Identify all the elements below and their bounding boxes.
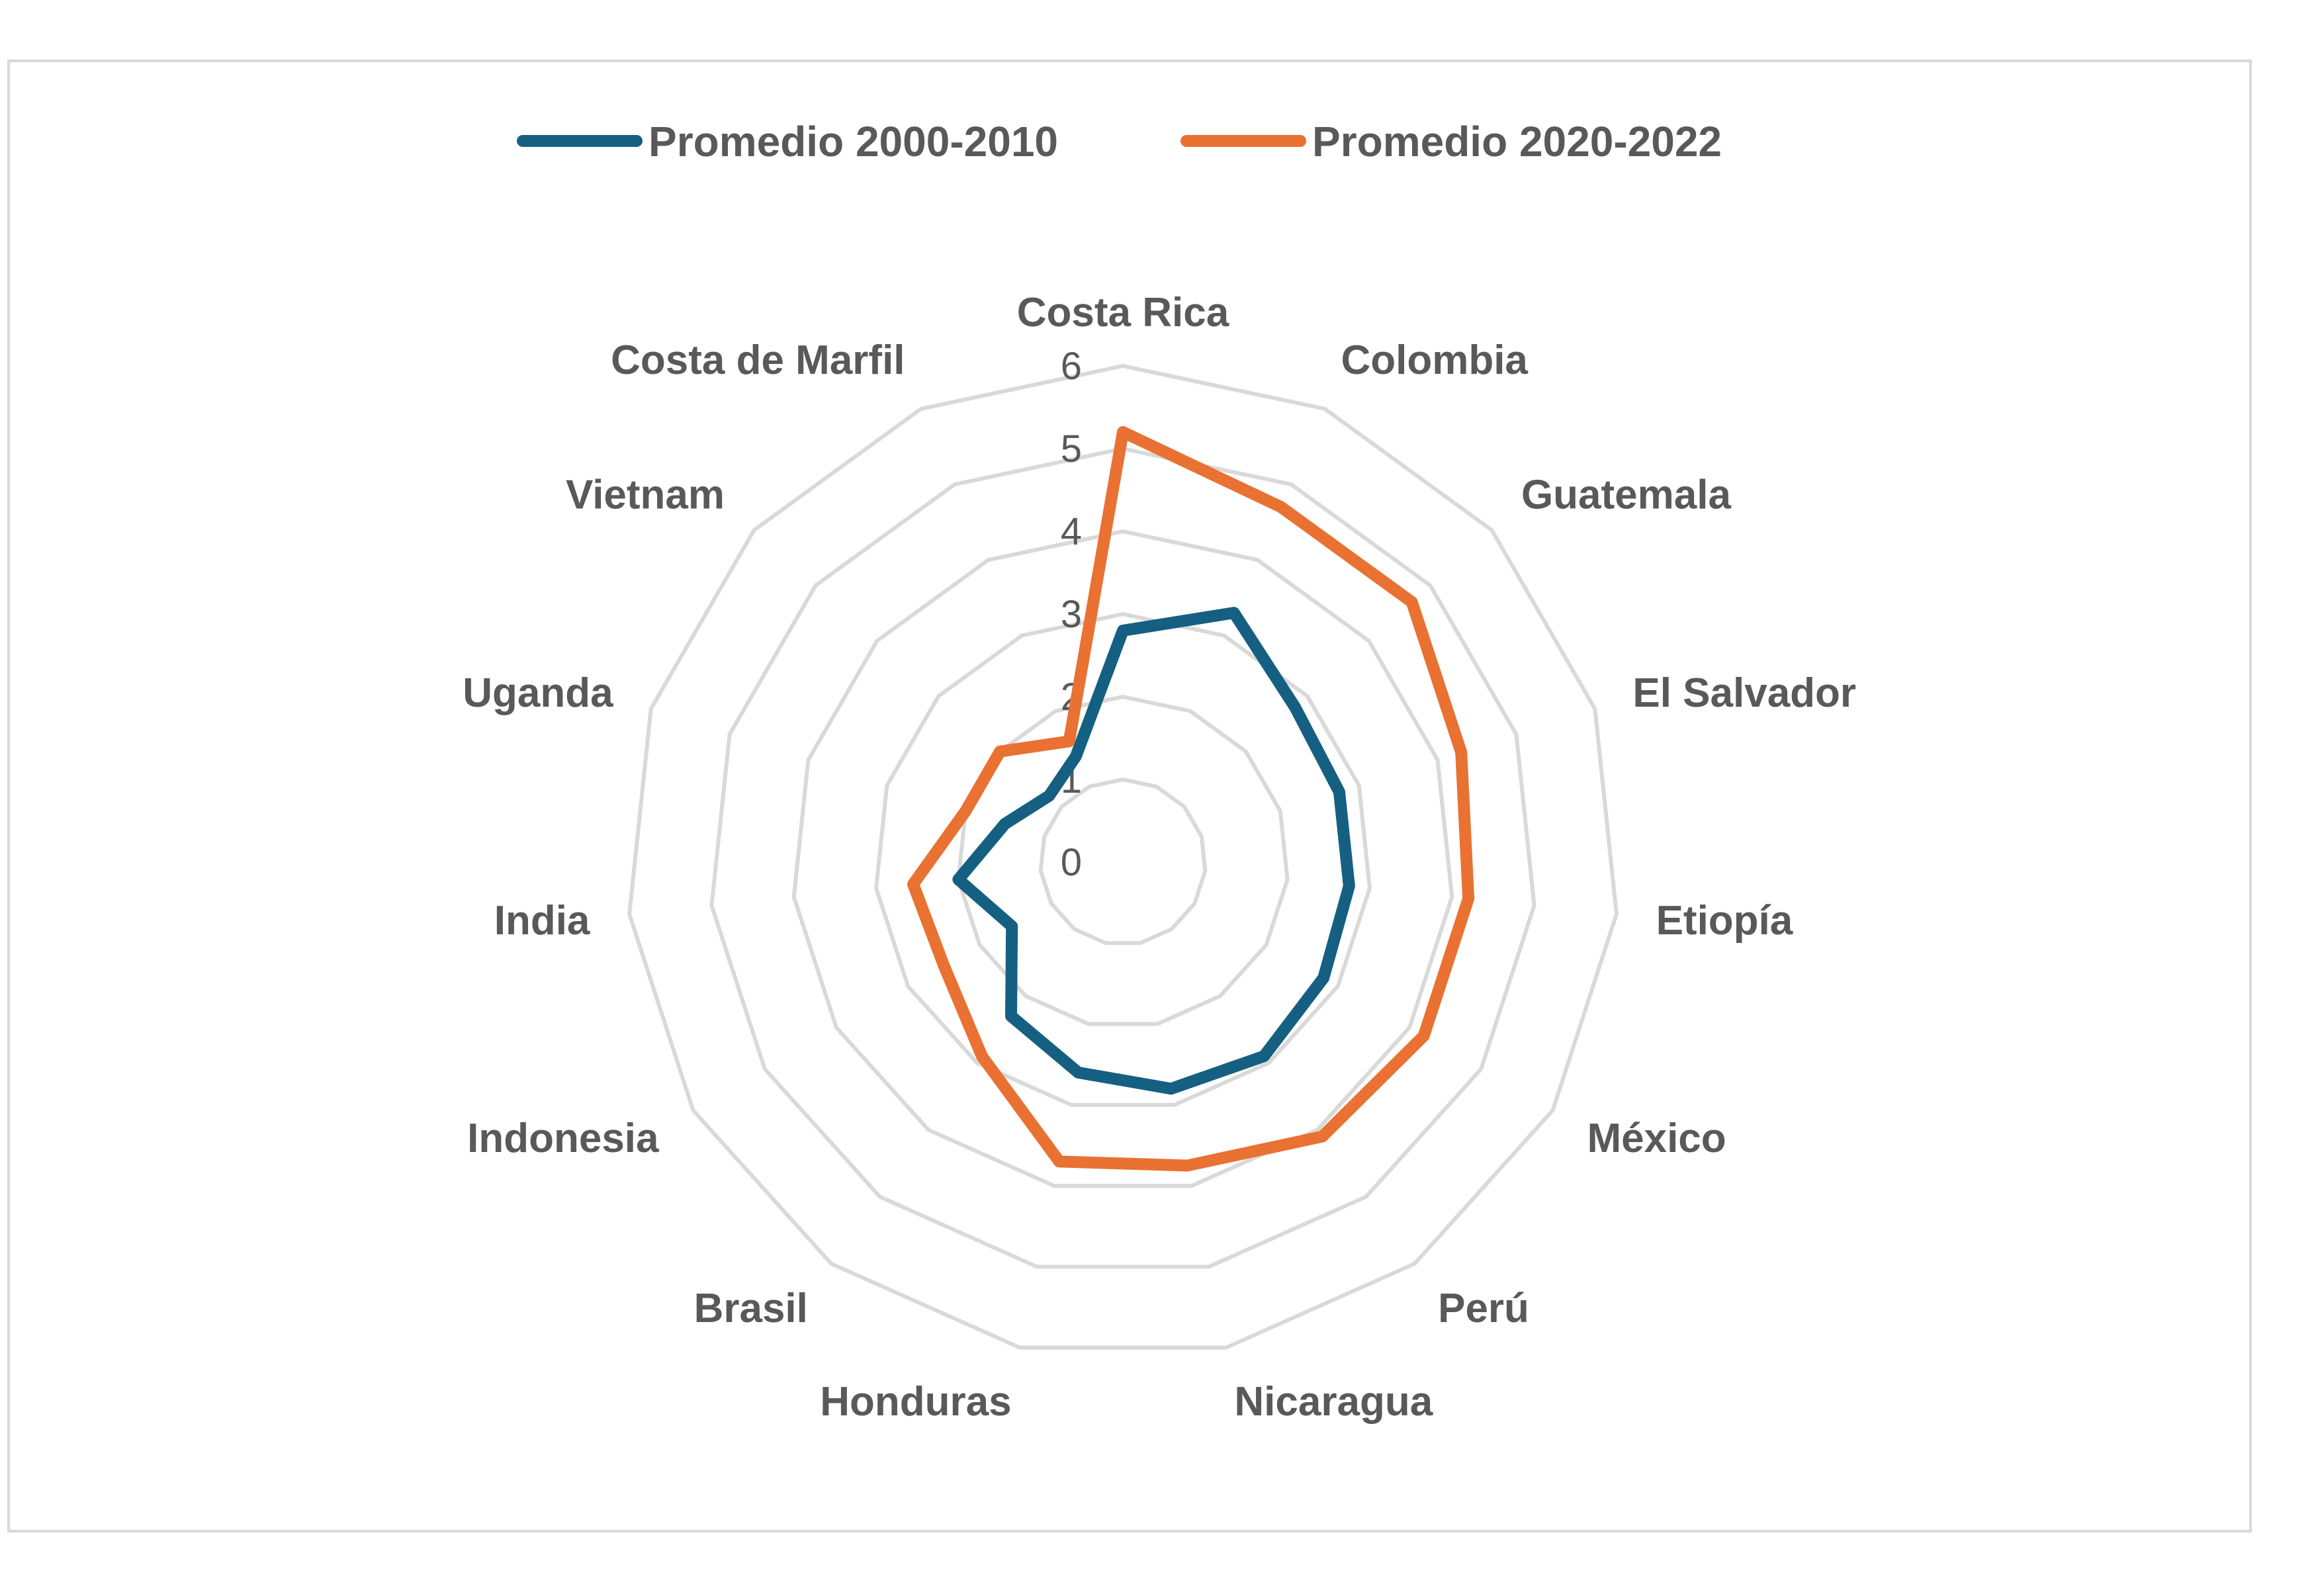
tick-label: 3 (1061, 593, 1082, 636)
legend: Promedio 2000-2010 Promedio 2020-2022 (517, 118, 1722, 165)
category-label: Costa Rica (1017, 290, 1229, 335)
category-label: Perú (1438, 1286, 1529, 1331)
legend-label-series-1: Promedio 2000-2010 (648, 118, 1058, 165)
category-label: Nicaragua (1234, 1379, 1433, 1425)
category-label: Guatemala (1521, 472, 1732, 517)
category-label: Costa de Marfil (611, 337, 905, 383)
grid-ring (874, 611, 1372, 1107)
category-label: Etiopía (1656, 898, 1793, 944)
series-line-2 (907, 426, 1475, 1172)
category-label: Colombia (1341, 337, 1528, 383)
tick-label: 5 (1061, 427, 1082, 470)
grid-ring (627, 363, 1619, 1350)
category-label: Indonesia (467, 1116, 659, 1161)
category-label: Honduras (820, 1379, 1011, 1425)
series-lines (907, 426, 1475, 1172)
category-label: México (1587, 1116, 1726, 1161)
category-labels: Costa Rica Colombia Guatemala El Salvador Et… (463, 290, 1856, 1425)
series-line-1 (952, 607, 1355, 1095)
category-label: India (494, 898, 590, 944)
category-label: Uganda (463, 670, 613, 716)
category-label: El Salvador (1632, 670, 1856, 716)
chart-area (7, 60, 2252, 1532)
grid-ring (1038, 777, 1208, 946)
tick-label: 4 (1061, 510, 1082, 553)
category-label: Brasil (694, 1286, 808, 1331)
legend-label-series-2: Promedio 2020-2022 (1312, 118, 1722, 165)
category-label: Vietnam (566, 472, 725, 517)
grid-ring (791, 529, 1454, 1188)
tick-label: 0 (1061, 841, 1082, 884)
grid-ring (709, 446, 1537, 1269)
tick-label: 6 (1061, 345, 1082, 388)
